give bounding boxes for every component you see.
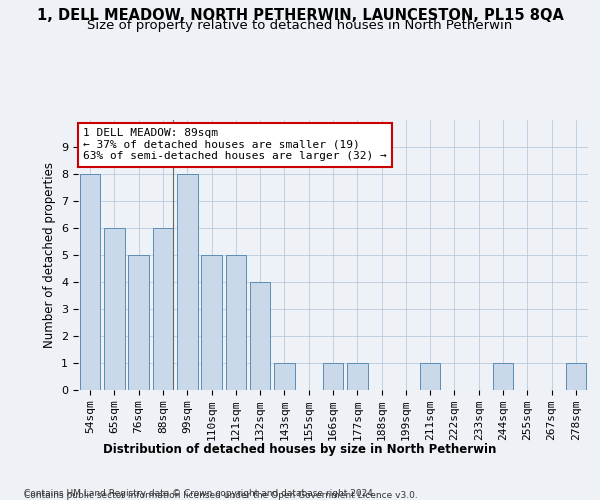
- Y-axis label: Number of detached properties: Number of detached properties: [43, 162, 56, 348]
- Bar: [104, 228, 125, 390]
- Bar: [152, 228, 173, 390]
- Bar: [420, 363, 440, 390]
- Bar: [177, 174, 197, 390]
- Bar: [250, 282, 271, 390]
- Bar: [493, 363, 514, 390]
- Text: Contains HM Land Registry data © Crown copyright and database right 2024.: Contains HM Land Registry data © Crown c…: [24, 488, 376, 498]
- Text: Size of property relative to detached houses in North Petherwin: Size of property relative to detached ho…: [88, 18, 512, 32]
- Text: Distribution of detached houses by size in North Petherwin: Distribution of detached houses by size …: [103, 442, 497, 456]
- Bar: [128, 255, 149, 390]
- Bar: [323, 363, 343, 390]
- Text: Contains public sector information licensed under the Open Government Licence v3: Contains public sector information licen…: [24, 491, 418, 500]
- Bar: [201, 255, 222, 390]
- Bar: [347, 363, 368, 390]
- Bar: [274, 363, 295, 390]
- Text: 1, DELL MEADOW, NORTH PETHERWIN, LAUNCESTON, PL15 8QA: 1, DELL MEADOW, NORTH PETHERWIN, LAUNCES…: [37, 8, 563, 22]
- Bar: [80, 174, 100, 390]
- Bar: [566, 363, 586, 390]
- Bar: [226, 255, 246, 390]
- Text: 1 DELL MEADOW: 89sqm
← 37% of detached houses are smaller (19)
63% of semi-detac: 1 DELL MEADOW: 89sqm ← 37% of detached h…: [83, 128, 387, 162]
